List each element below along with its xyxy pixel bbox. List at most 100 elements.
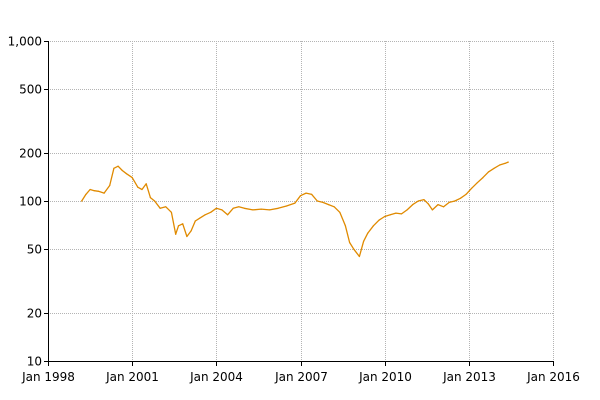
data-point — [322, 201, 324, 203]
data-point — [260, 208, 262, 210]
data-point — [465, 193, 467, 195]
data-point — [378, 219, 380, 221]
data-point — [277, 207, 279, 209]
x-tick-label: Jan 1998 — [21, 370, 75, 384]
x-tick-label: Jan 2001 — [105, 370, 159, 384]
data-point — [182, 223, 184, 225]
data-point — [400, 213, 403, 215]
data-point — [137, 186, 139, 188]
data-point — [437, 204, 439, 206]
data-point — [316, 200, 318, 202]
tick-labels: 10 20 50 100 200 500 1,000 Jan 1998 Jan 2001 Jan … — [8, 35, 580, 385]
data-point — [149, 197, 151, 199]
data-point — [285, 205, 288, 207]
data-point — [131, 177, 133, 179]
data-point — [454, 200, 456, 202]
data-point — [198, 217, 201, 219]
data-point — [215, 207, 217, 209]
data-point — [186, 235, 188, 238]
series-group — [81, 161, 509, 258]
data-point — [305, 192, 307, 194]
data-point — [406, 209, 408, 211]
data-point — [448, 201, 450, 203]
data-point — [175, 233, 177, 235]
data-point — [97, 190, 100, 192]
data-point — [103, 192, 105, 194]
data-point — [311, 193, 313, 195]
data-point — [358, 255, 360, 258]
data-point — [121, 169, 123, 172]
y-tick-label: 10 — [27, 355, 42, 369]
data-point — [89, 188, 91, 191]
data-point — [353, 248, 355, 250]
data-point — [194, 220, 196, 222]
data-point — [238, 206, 240, 208]
data-point — [493, 167, 495, 169]
data-point — [159, 207, 161, 209]
data-point — [507, 161, 509, 163]
data-point — [170, 211, 172, 213]
y-tick-label: 50 — [27, 243, 42, 257]
x-tick-label: Jan 2007 — [274, 370, 328, 384]
data-point — [471, 187, 473, 189]
data-point — [367, 232, 369, 234]
data-point — [372, 225, 374, 227]
data-point — [204, 214, 206, 216]
data-point — [389, 214, 391, 216]
data-point — [227, 214, 229, 216]
x-tick-label: Jan 2013 — [442, 370, 496, 384]
y-tick-label: 100 — [19, 195, 42, 209]
data-point — [154, 200, 156, 202]
data-point — [221, 209, 223, 211]
data-point — [349, 241, 351, 244]
grid — [48, 41, 554, 361]
data-point — [141, 188, 143, 191]
y-tick-label: 500 — [19, 83, 42, 97]
data-point — [443, 206, 445, 208]
data-point — [165, 206, 167, 208]
data-point — [427, 203, 429, 205]
data-point — [459, 197, 461, 199]
data-point — [190, 230, 192, 232]
data-point — [145, 183, 147, 185]
y-tick-label: 20 — [27, 307, 42, 321]
data-point — [117, 165, 119, 167]
y-tick-label: 1,000 — [8, 35, 42, 49]
data-point — [504, 162, 506, 164]
data-point — [232, 207, 234, 209]
data-point — [269, 209, 271, 211]
data-point — [431, 209, 433, 211]
data-point — [423, 199, 425, 201]
data-point — [417, 200, 419, 202]
data-point — [85, 193, 87, 195]
data-point — [113, 167, 115, 169]
data-point — [81, 200, 83, 202]
data-point — [243, 207, 245, 209]
data-point — [252, 209, 254, 211]
y-tick-label: 200 — [19, 147, 42, 161]
ticks — [44, 41, 554, 366]
data-point — [384, 215, 386, 218]
data-point — [333, 206, 335, 208]
data-point — [499, 164, 501, 166]
x-tick-label: Jan 2010 — [358, 370, 412, 384]
data-point — [328, 204, 330, 206]
data-point — [339, 211, 341, 213]
data-point — [294, 202, 296, 204]
data-point — [344, 225, 346, 227]
data-point — [93, 190, 95, 192]
data-point — [109, 184, 111, 187]
data-point — [363, 240, 365, 242]
data-point — [177, 225, 180, 227]
data-point — [412, 204, 414, 206]
data-point — [476, 182, 478, 184]
series-line — [81, 161, 509, 258]
data-point — [210, 211, 212, 213]
x-tick-label: Jan 2016 — [526, 370, 580, 384]
x-tick-label: Jan 2004 — [189, 370, 243, 384]
data-point — [487, 171, 490, 173]
data-point — [299, 195, 302, 197]
data-point — [482, 177, 484, 179]
data-point — [395, 212, 397, 214]
